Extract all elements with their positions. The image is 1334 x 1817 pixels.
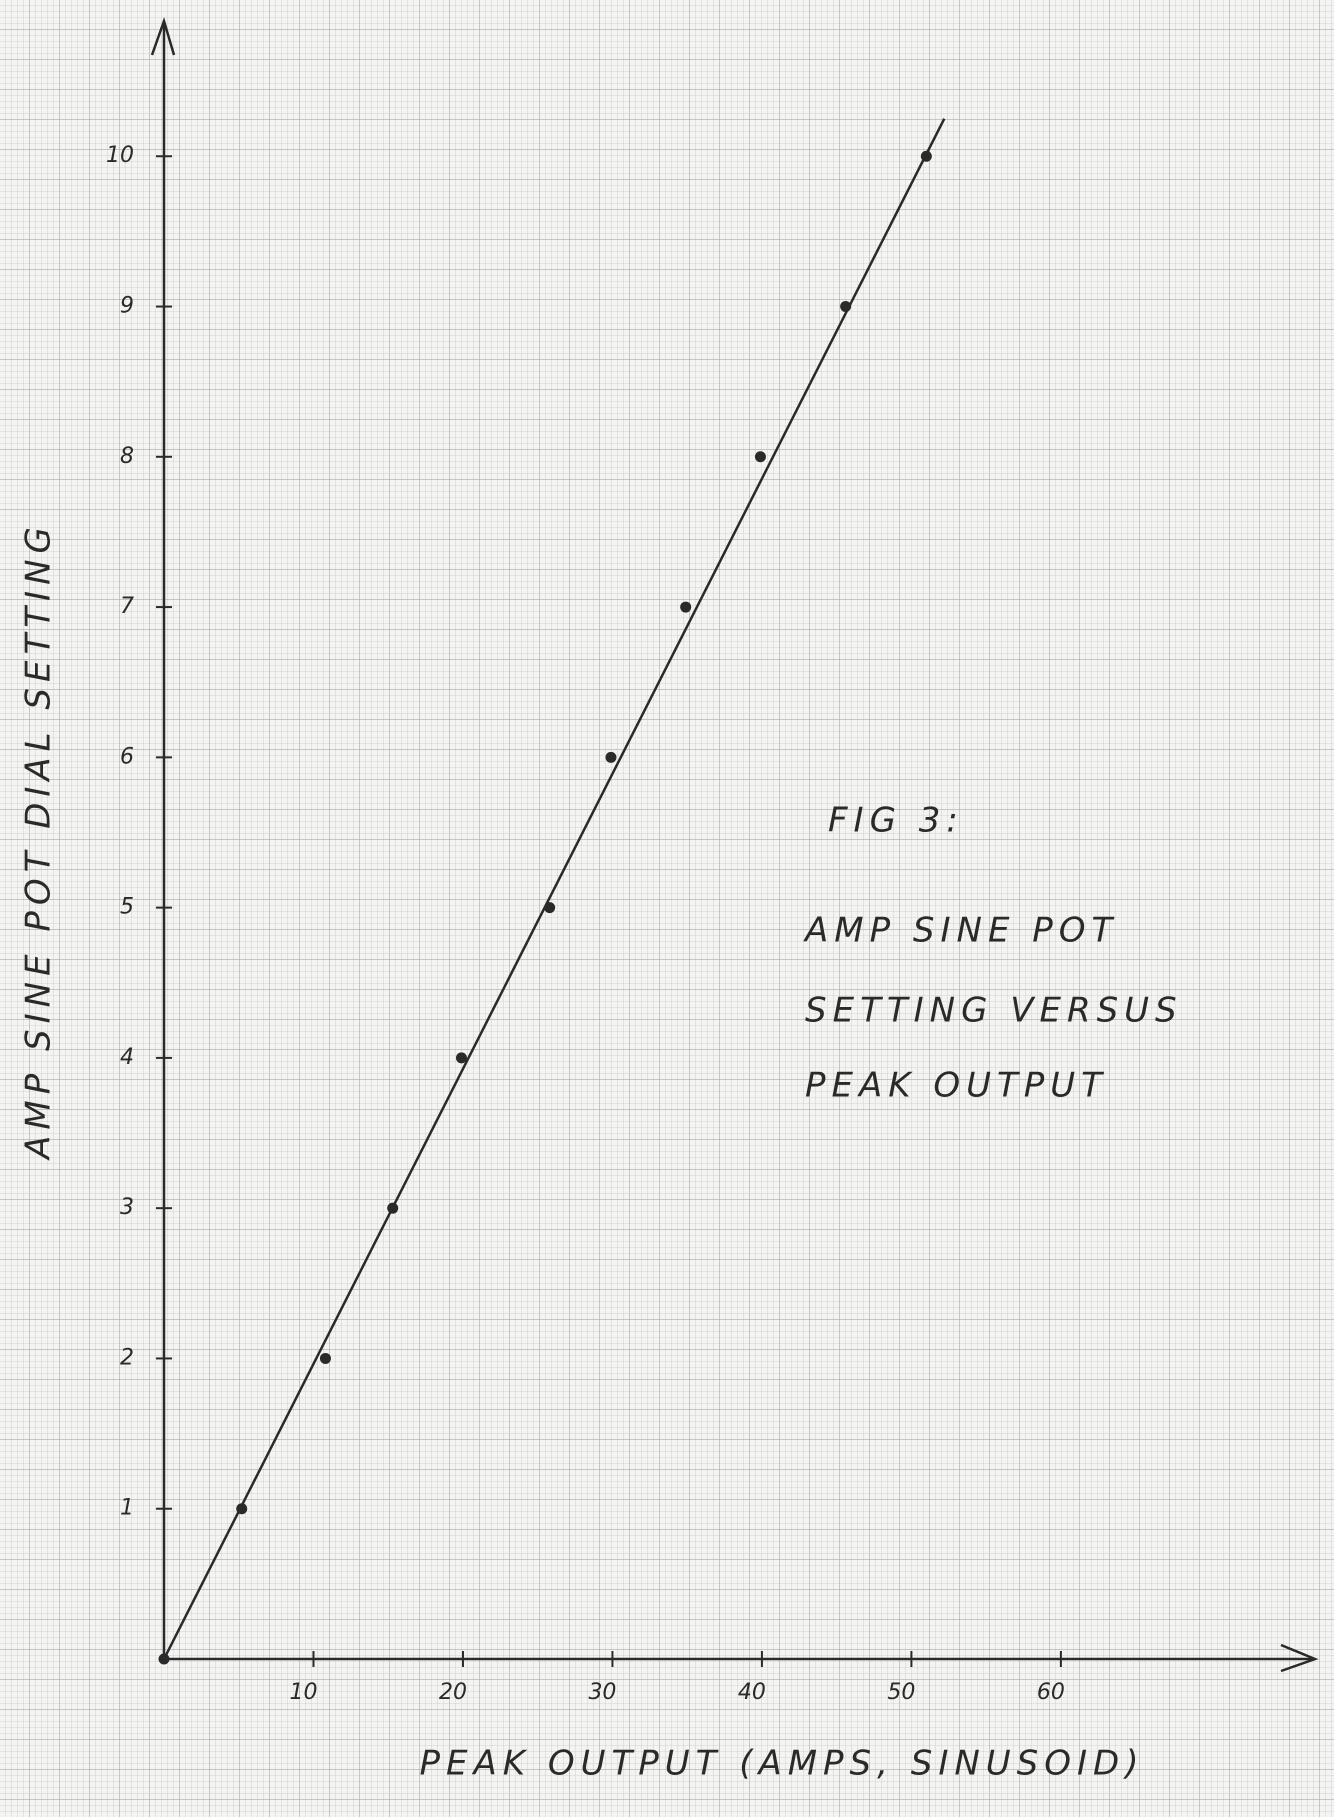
y-arrow (150, 16, 176, 56)
y-tick-label: 8 (120, 444, 134, 469)
data-point (236, 1503, 248, 1515)
y-axis-label: AMP SINE POT DIAL SETTING (19, 521, 59, 1161)
data-point (605, 751, 617, 763)
data-point (319, 1352, 331, 1364)
x-tick-label: 60 (1037, 1680, 1065, 1705)
y-tick-label: 3 (120, 1195, 134, 1220)
data-point (840, 301, 852, 313)
fit-line (162, 118, 946, 1660)
y-tick-label: 4 (120, 1045, 134, 1070)
x-arrow (1280, 1643, 1319, 1673)
y-tick-label: 10 (106, 143, 134, 168)
y-tick-label: 6 (120, 744, 134, 769)
annotation: SETTING VERSUS (805, 991, 1183, 1031)
y-tick-label: 1 (120, 1496, 134, 1521)
x-tick-label: 40 (738, 1680, 766, 1705)
chart-title: FIG 3: (828, 801, 964, 841)
y-tick-label: 5 (120, 895, 134, 920)
y-tick-label: 2 (120, 1345, 134, 1370)
x-tick-label: 20 (439, 1680, 467, 1705)
data-point (387, 1202, 399, 1214)
annotation: PEAK OUTPUT (805, 1066, 1108, 1106)
x-axis-label: PEAK OUTPUT (AMPS, SINUSOID) (419, 1744, 1144, 1784)
data-point (158, 1653, 170, 1665)
x-tick-label: 50 (887, 1680, 915, 1705)
data-point (754, 451, 766, 463)
x-tick-label: 30 (588, 1680, 616, 1705)
data-point (544, 902, 556, 914)
y-tick-label: 9 (120, 294, 134, 319)
annotation: AMP SINE POT (803, 911, 1118, 951)
data-point (680, 601, 692, 613)
x-tick-label: 10 (289, 1680, 317, 1705)
data-point (920, 150, 932, 162)
data-point (455, 1052, 467, 1064)
y-tick-label: 7 (120, 594, 134, 619)
